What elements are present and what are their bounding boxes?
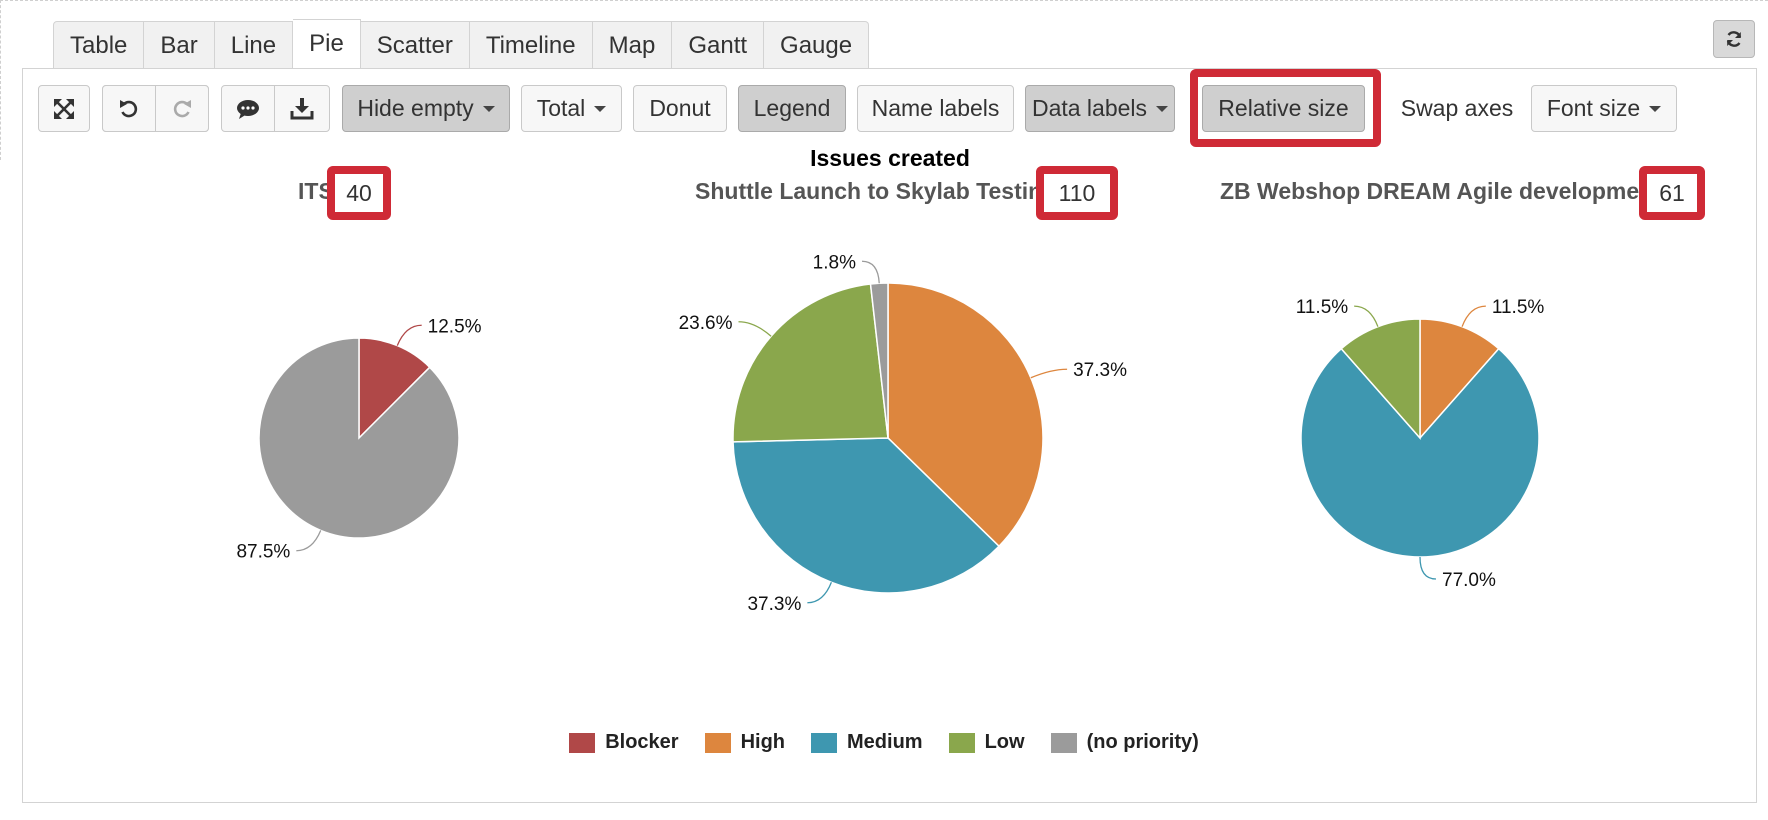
tab-gantt[interactable]: Gantt [672,21,765,69]
chevron-down-icon [1649,105,1662,112]
tab-line[interactable]: Line [214,21,294,69]
pie-slice-0-4[interactable] [258,337,460,539]
redo-icon [171,98,193,120]
name-labels-label: Name labels [871,95,1000,121]
tab-bar[interactable]: Bar [144,21,215,69]
download-icon [290,97,314,120]
swap-axes-label: Swap axes [1400,95,1514,121]
leader-line-0-0 [396,324,422,346]
name-labels-button[interactable]: Name labels [857,85,1014,132]
tab-timeline[interactable]: Timeline [469,21,593,69]
data-label-2-1: 11.5% [1492,297,1545,318]
legend-item-4[interactable]: (no priority) [1050,731,1199,754]
pie-total-zb-webshop: 61 [1639,166,1705,220]
legend-label-1: High [740,731,786,753]
pie-slice-1-3[interactable] [732,283,889,443]
pie-title-zb-webshop: ZB Webshop DREAM Agile developmen [1220,178,1642,204]
refresh-icon [1724,29,1744,49]
data-labels-label: Data labels [1031,95,1148,121]
data-label-2-2: 77.0% [1442,570,1496,591]
leader-line-1-3 [738,321,772,337]
comment-icon [236,98,260,120]
donut-button[interactable]: Donut [633,85,727,132]
data-label-2-3: 11.5% [1296,297,1349,318]
tab-pie[interactable]: Pie [293,19,361,69]
redo-button[interactable] [155,85,209,132]
leader-line-2-2 [1419,556,1437,580]
chevron-down-icon [1156,105,1169,112]
leader-line-0-4 [296,530,322,552]
chart-title: Issues created [810,145,970,171]
legend-label-4: (no priority) [1086,731,1199,753]
fullscreen-button[interactable] [38,85,90,132]
legend-label-2: Medium [847,731,923,753]
legend-item-1[interactable]: High [704,731,786,754]
pie-total-its: 40 [327,166,391,220]
chart-type-tabs: Table Bar Line Pie Scatter Timeline Map … [53,19,870,69]
legend-swatch-2 [811,732,838,753]
legend-label: Legend [753,95,831,121]
data-label-0-0: 12.5% [428,316,482,337]
pie-total-shuttle: 110 [1036,166,1118,220]
tab-gauge[interactable]: Gauge [764,21,870,69]
leader-line-2-1 [1461,305,1486,327]
tab-scatter[interactable]: Scatter [360,21,470,69]
legend-swatch-4 [1050,732,1077,753]
relative-size-button[interactable]: Relative size [1202,85,1365,132]
refresh-button[interactable] [1713,20,1755,58]
undo-button[interactable] [102,85,156,132]
donut-label: Donut [649,95,711,121]
legend-swatch-1 [704,732,731,753]
font-size-dropdown[interactable]: Font size [1531,85,1677,132]
leader-line-1-4 [861,260,880,284]
legend-button[interactable]: Legend [738,85,846,132]
container-border-top [0,0,1768,11]
pie-slice-2-2[interactable] [1300,347,1540,558]
total-label: Total [536,95,586,121]
leader-line-1-1 [1030,368,1068,379]
data-labels-dropdown[interactable]: Data labels [1025,85,1175,132]
leader-line-1-2 [807,582,832,604]
undo-icon [118,98,140,120]
hide-empty-label: Hide empty [357,95,474,121]
legend-swatch-0 [569,732,596,753]
legend-label-0: Blocker [605,731,679,753]
legend-item-0[interactable]: Blocker [569,731,679,754]
data-label-1-1: 37.3% [1073,360,1127,381]
hide-empty-dropdown[interactable]: Hide empty [342,85,510,132]
download-button[interactable] [274,85,330,132]
font-size-label: Font size [1546,95,1641,121]
fullscreen-icon [53,98,75,120]
relative-size-label: Relative size [1218,95,1349,121]
legend-item-2[interactable]: Medium [811,731,923,754]
pie-title-shuttle: Shuttle Launch to Skylab Testing [695,178,1057,204]
legend-swatch-3 [948,732,975,753]
total-dropdown[interactable]: Total [521,85,622,132]
chevron-down-icon [594,105,607,112]
data-label-1-3: 23.6% [679,313,733,334]
leader-line-2-3 [1354,305,1379,327]
legend-label-3: Low [984,731,1025,753]
chart-legend: Blocker High Medium Low (no priority) [0,731,1768,754]
chevron-down-icon [482,105,495,112]
relative-size-highlight [1190,69,1381,147]
data-label-1-2: 37.3% [747,594,801,615]
container-border-left [0,0,11,160]
swap-axes-button[interactable]: Swap axes [1384,85,1530,132]
data-label-0-4: 87.5% [236,542,290,563]
legend-item-3[interactable]: Low [948,731,1025,754]
data-label-1-4: 1.8% [813,252,856,273]
